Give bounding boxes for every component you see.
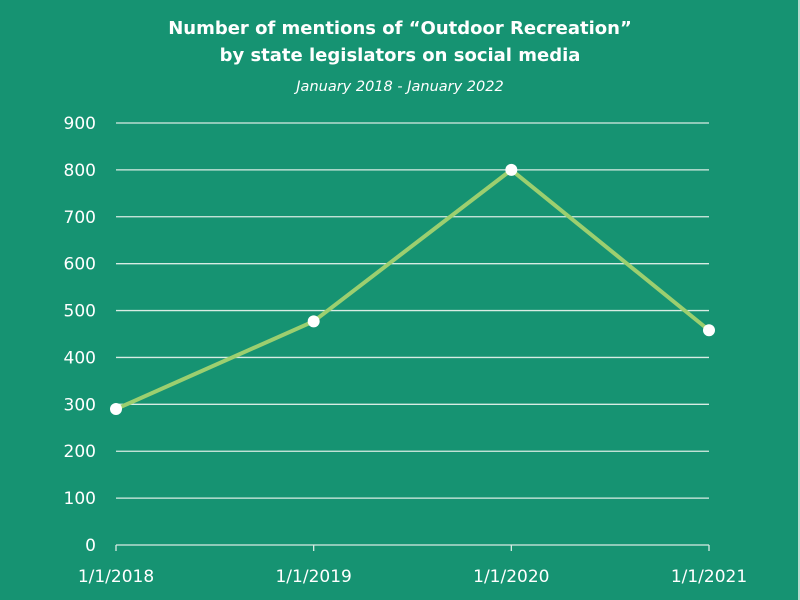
x-tick-label: 1/1/2018 [78,567,154,587]
y-tick-label: 400 [64,348,96,368]
y-tick-label: 500 [64,302,96,322]
right-edge-border [798,0,800,600]
chart-subtitle: January 2018 - January 2022 [296,79,504,95]
data-point [110,403,122,416]
y-tick-label: 800 [64,161,96,181]
data-point [307,315,320,328]
x-axis: 1/1/2018 1/1/2019 1/1/2020 1/1/2021 [78,545,747,587]
y-tick-label: 900 [64,114,96,134]
y-tick-label: 100 [64,489,96,509]
data-point [505,163,518,176]
y-tick-label: 600 [64,255,96,275]
y-tick-label: 200 [64,442,96,462]
data-point [703,324,715,337]
y-tick-label: 700 [64,208,96,228]
x-tick-label: 1/1/2020 [473,567,549,587]
chart-title: Number of mentions of “Outdoor Recreatio… [168,18,632,39]
y-axis: 0 100 200 300 400 500 600 700 800 900 [64,114,96,556]
series-line [115,167,711,411]
x-tick-label: 1/1/2021 [671,567,747,587]
x-tick-label: 1/1/2019 [275,567,351,587]
chart-title-line2: by state legislators on social media [219,45,581,66]
y-tick-label: 0 [85,536,96,556]
y-tick-label: 300 [64,395,96,415]
gridlines [116,122,709,546]
series-mentions [110,163,715,416]
